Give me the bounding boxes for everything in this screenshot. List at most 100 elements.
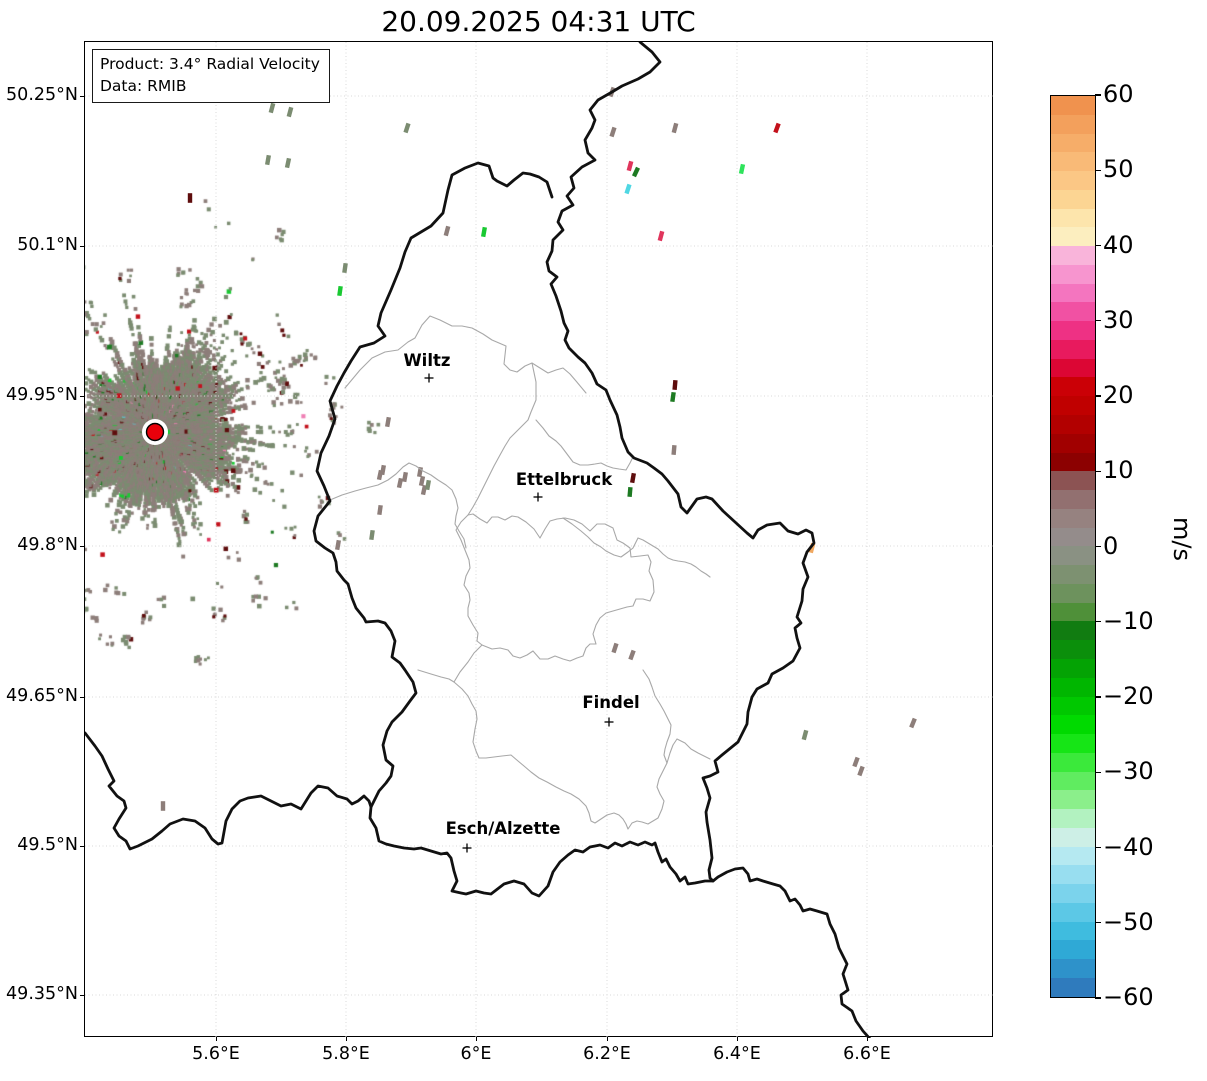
y-axis-tick-label: 50.25°N (6, 85, 78, 105)
colorbar-segment (1051, 565, 1095, 584)
district-border (535, 419, 634, 471)
colorbar-segment (1051, 415, 1095, 434)
y-axis-tickmark (80, 95, 84, 97)
radar-echo-speckle (443, 225, 451, 237)
radar-echo-speckle (801, 729, 809, 741)
colorbar-tickmark (1095, 169, 1101, 171)
radar-echo-speckle (369, 529, 375, 541)
colorbar-segment (1051, 902, 1095, 922)
colorbar-segment (1051, 884, 1095, 903)
colorbar-segment (1051, 940, 1095, 960)
colorbar-tickmark (1095, 696, 1101, 698)
colorbar-tick-label: −50 (1103, 907, 1154, 936)
colorbar-tick-label: 10 (1103, 456, 1134, 485)
radar-echo-speckle (626, 160, 634, 172)
colorbar-segment (1051, 809, 1095, 828)
national-border (545, 42, 872, 1038)
colorbar-tick-label: 40 (1103, 230, 1134, 259)
district-border (455, 362, 537, 646)
colorbar-segment (1051, 377, 1095, 397)
colorbar-tickmark (1095, 244, 1101, 247)
colorbar (1050, 95, 1096, 998)
radar-echo-speckle (264, 154, 272, 166)
radar-site-dot (145, 422, 165, 442)
colorbar-segment (1051, 583, 1095, 603)
colorbar-segment (1051, 658, 1095, 678)
x-axis-tick-label: 5.8°E (322, 1044, 370, 1064)
colorbar-segment (1051, 677, 1095, 697)
y-axis-tick-label: 49.95°N (6, 385, 78, 405)
colorbar-tick-label: −30 (1103, 757, 1154, 786)
x-axis-tickmark (736, 1037, 738, 1041)
radar-echo-speckle (480, 226, 488, 238)
colorbar-segment (1051, 621, 1095, 641)
x-axis-tick-label: 6.2°E (583, 1044, 631, 1064)
y-axis-tick-label: 49.65°N (6, 686, 78, 706)
radar-echo-speckle (424, 479, 432, 491)
radar-echo-speckle (909, 717, 917, 729)
radar-echo-speckle (401, 471, 409, 483)
colorbar-segment (1051, 790, 1095, 810)
city-label: Esch/Alzette (445, 819, 561, 838)
map-borders-svg (85, 42, 994, 1038)
radar-echo-speckle (657, 230, 665, 242)
x-axis-tickmark (475, 1037, 477, 1041)
radar-echo-speckle (609, 126, 617, 138)
colorbar-segment (1051, 921, 1095, 941)
x-axis-tick-label: 6.4°E (713, 1044, 761, 1064)
colorbar-segment (1051, 358, 1095, 378)
colorbar-tick-label: −60 (1103, 983, 1154, 1011)
x-axis-tickmark (866, 1037, 868, 1041)
colorbar-tick-label: 20 (1103, 381, 1134, 409)
x-axis-tick-label: 6°E (460, 1044, 492, 1064)
radar-echo-speckle (672, 380, 678, 390)
colorbar-segment (1051, 152, 1095, 172)
colorbar-tickmark (1095, 545, 1101, 548)
y-axis-tick-label: 50.1°N (17, 235, 78, 255)
radar-echo-field (85, 42, 994, 1038)
y-axis-tick-label: 49.8°N (17, 535, 78, 555)
national-border (85, 731, 715, 898)
radar-echo-speckle (627, 487, 633, 497)
colorbar-segment (1051, 396, 1095, 416)
colorbar-segment (1051, 977, 1095, 997)
radar-echo-speckle (342, 262, 348, 274)
district-border (453, 644, 483, 683)
colorbar-tick-label: −20 (1103, 682, 1154, 710)
colorbar-segment (1051, 508, 1095, 528)
colorbar-unit-label: m/s (1168, 517, 1196, 561)
colorbar-segment (1051, 602, 1095, 622)
y-axis-tickmark (80, 994, 84, 996)
colorbar-segment (1051, 471, 1095, 491)
colorbar-segment (1051, 546, 1095, 566)
radar-echo-speckle (773, 122, 781, 134)
colorbar-tickmark (1095, 846, 1101, 849)
colorbar-segment (1051, 827, 1095, 847)
colorbar-segment (1051, 452, 1095, 472)
colorbar-tick-label: 50 (1103, 155, 1134, 184)
district-border (642, 669, 672, 764)
colorbar-tick-label: 0 (1103, 531, 1119, 560)
x-axis-tick-label: 5.6°E (192, 1044, 240, 1064)
colorbar-segment (1051, 96, 1095, 115)
colorbar-segment (1051, 171, 1095, 190)
radar-echo-speckle (624, 183, 632, 195)
colorbar-segment (1051, 208, 1095, 228)
radar-echo-speckle (377, 504, 383, 516)
colorbar-tickmark (1095, 621, 1101, 623)
colorbar-segment (1051, 227, 1095, 247)
colorbar-tickmark (1095, 922, 1101, 924)
colorbar-segment (1051, 283, 1095, 303)
radar-echo-speckle (403, 122, 411, 134)
city-label: Ettelbruck (515, 470, 613, 489)
radar-echo-speckle (286, 106, 294, 118)
district-border (467, 513, 655, 662)
district-border (344, 315, 587, 394)
colorbar-segment (1051, 433, 1095, 453)
radar-echo-speckle (187, 193, 193, 203)
city-label: Findel (582, 693, 640, 712)
product-line: Product: 3.4° Radial Velocity (100, 55, 320, 73)
y-axis-tick-label: 49.35°N (6, 984, 78, 1004)
colorbar-segment (1051, 246, 1095, 265)
